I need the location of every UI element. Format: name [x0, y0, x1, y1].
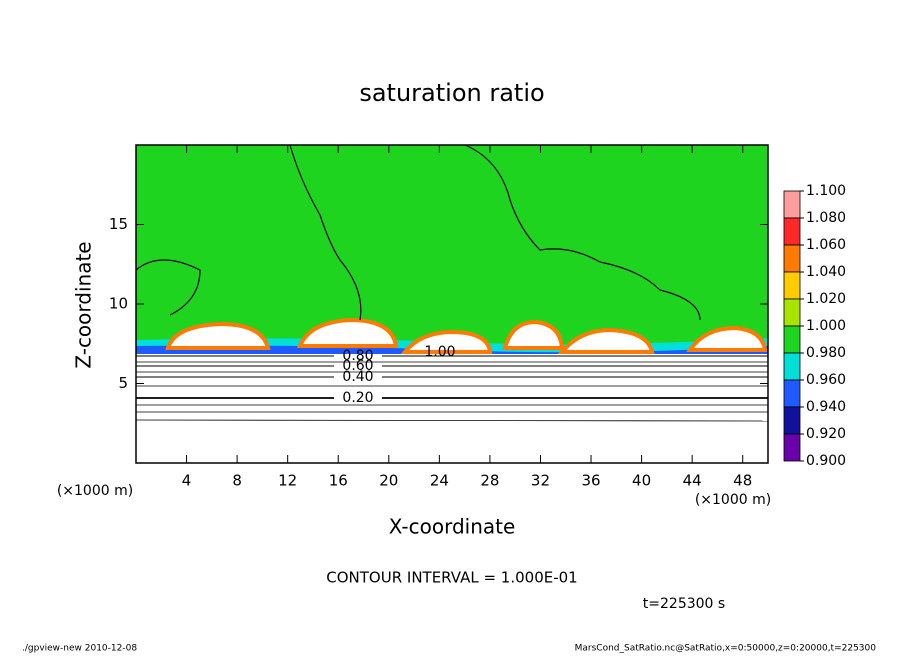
x-tick-label: 28 [480, 472, 499, 490]
colorbar-label: 0.980 [806, 345, 846, 361]
colorbar-label: 0.920 [806, 426, 846, 442]
colorbar-box [783, 433, 801, 462]
chart-title: saturation ratio [359, 79, 544, 107]
y-tick-label: 10 [109, 295, 128, 313]
field-low [136, 354, 768, 463]
x-tick-label: 24 [430, 472, 449, 490]
x-tick-label: 8 [232, 472, 242, 490]
y-tick-label: 15 [109, 215, 128, 233]
colorbar-box [783, 271, 801, 300]
colorbar-label: 1.020 [806, 291, 846, 307]
colorbar-label: 1.080 [806, 210, 846, 226]
x-unit: (×1000 m) [695, 492, 771, 508]
contour-lines [135, 144, 769, 422]
colorbar-label: 1.060 [806, 237, 846, 253]
x-tick-label: 48 [733, 472, 752, 490]
x-tick-label: 20 [379, 472, 398, 490]
contour-interval: CONTOUR INTERVAL = 1.000E-01 [326, 569, 577, 587]
footer-left: ./gpview-new 2010-12-08 [22, 644, 137, 654]
x-axis-label: X-coordinate [389, 515, 516, 539]
colorbar-box [783, 217, 801, 246]
x-tick-label: 4 [182, 472, 192, 490]
contour-label: 0.40 [342, 369, 373, 385]
contour-label: 0.60 [342, 358, 373, 374]
field [135, 144, 769, 463]
footer-right: MarsCond_SatRatio.nc@SatRatio,x=0:50000,… [575, 644, 877, 654]
colorbar-box [783, 244, 801, 273]
colorbar-label: 1.000 [806, 318, 846, 334]
y-axis-label: Z-coordinate [72, 241, 96, 368]
x-tick-label: 36 [581, 472, 600, 490]
colorbar-label: 1.100 [806, 183, 846, 199]
x-tick-label: 16 [329, 472, 348, 490]
contour-label: 0.80 [342, 348, 373, 364]
colorbar-label: 1.040 [806, 264, 846, 280]
colorbar-box [783, 298, 801, 327]
colorbar-label: 0.900 [806, 453, 846, 469]
colorbar-label: 0.940 [806, 399, 846, 415]
y-tick-label: 5 [118, 374, 128, 392]
x-tick-label: 40 [632, 472, 651, 490]
x-tick-label: 44 [683, 472, 702, 490]
contour-label: 1.00 [424, 344, 455, 360]
y-unit: (×1000 m) [57, 483, 133, 499]
colorbar-box [783, 190, 801, 219]
field-patches [165, 317, 768, 354]
colorbar-box [783, 352, 801, 381]
x-tick-label: 12 [278, 472, 297, 490]
contour-label: 0.20 [342, 390, 373, 406]
colorbar-box [783, 406, 801, 435]
colorbar-label: 0.960 [806, 372, 846, 388]
x-tick-label: 32 [531, 472, 550, 490]
colorbar-box [783, 325, 801, 354]
colorbar-box [783, 379, 801, 408]
time-label: t=225300 s [643, 596, 725, 612]
